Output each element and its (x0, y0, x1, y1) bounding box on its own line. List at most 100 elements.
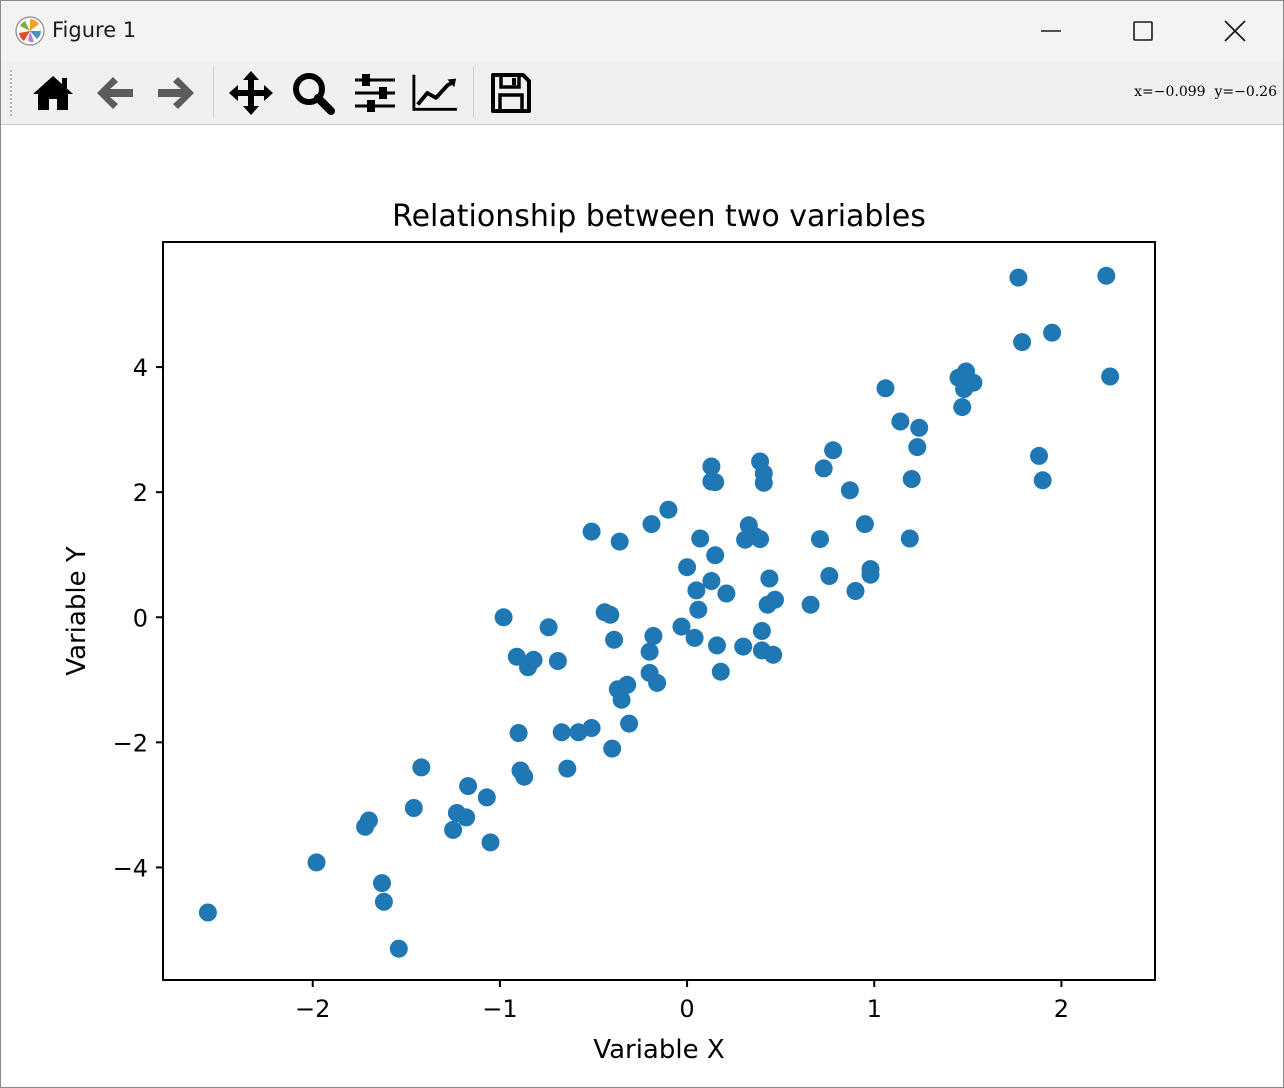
scatter-point (374, 892, 393, 911)
scatter-point (891, 412, 910, 431)
scatter-point (605, 630, 624, 649)
scatter-point (1101, 367, 1120, 386)
save-button[interactable] (487, 69, 535, 117)
scatter-point (689, 600, 708, 619)
toolbar-grip (9, 69, 13, 117)
scatter-point (539, 618, 558, 637)
scatter-point (902, 470, 921, 488)
scatter-point (524, 650, 543, 669)
scatter-point (642, 515, 661, 534)
scatter-point (717, 584, 736, 603)
maximize-button[interactable] (1097, 1, 1189, 61)
pan-button[interactable] (227, 69, 275, 117)
scatter-point (610, 532, 629, 551)
scatter-point (515, 767, 534, 786)
scatter-point (861, 565, 880, 584)
scatter-point (1013, 333, 1032, 352)
scatter-point (552, 723, 571, 742)
minimize-button[interactable] (1005, 1, 1097, 61)
x-axis-ticks: −2 −1 0 1 2 (295, 980, 1069, 1023)
scatter-point (766, 590, 784, 609)
scatter-point (507, 647, 526, 666)
scatter-point (412, 758, 431, 777)
scatter-point (900, 529, 919, 548)
scatter-point (711, 662, 730, 681)
scatter-point (582, 522, 601, 541)
scatter-point (814, 459, 833, 478)
maximize-icon (1133, 21, 1153, 41)
scatter-point (953, 398, 972, 417)
scatter-point (509, 724, 528, 742)
scatter-point (477, 788, 496, 807)
scatter-point (801, 595, 820, 614)
y-axis-label: Variable Y (62, 546, 92, 676)
scatter-point (620, 714, 639, 733)
subplots-button[interactable] (351, 69, 399, 117)
scatter-point (481, 833, 500, 852)
window-title: Figure 1 (52, 18, 137, 42)
scatter-point (558, 759, 577, 778)
x-tick-label: 2 (1054, 995, 1069, 1023)
scatter-point (307, 853, 326, 872)
scatter-point (1030, 446, 1048, 465)
back-button[interactable] (91, 69, 139, 117)
scatter-point (706, 546, 725, 565)
home-icon (33, 76, 73, 110)
scatter-point (824, 441, 843, 460)
scatter-point (752, 622, 771, 640)
forward-arrow-icon (158, 77, 194, 109)
edit-curves-button[interactable] (411, 69, 459, 117)
save-icon (491, 73, 531, 113)
scatter-point (685, 628, 704, 647)
x-tick-label: −1 (482, 995, 517, 1023)
scatter-point (659, 500, 678, 519)
scatter-point (1097, 266, 1116, 285)
x-axis-label: Variable X (593, 1035, 724, 1065)
scatter-point (1033, 471, 1052, 490)
subplots-icon (355, 74, 395, 112)
forward-button[interactable] (152, 69, 200, 117)
toolbar-separator (473, 67, 474, 117)
scatter-point (640, 642, 659, 661)
scatter-point (764, 645, 783, 664)
y-tick-label: −4 (113, 854, 148, 882)
y-tick-label: 0 (133, 604, 148, 632)
scatter-point (359, 811, 378, 830)
close-button[interactable] (1189, 1, 1281, 61)
x-tick-label: 0 (679, 995, 694, 1023)
x-tick-label: −2 (295, 995, 330, 1023)
scatter-point (908, 438, 927, 457)
zoom-button[interactable] (289, 69, 337, 117)
scatter-point (678, 558, 697, 577)
title-bar: Figure 1 (1, 1, 1283, 61)
scatter-point (618, 675, 637, 694)
scatter-chart: Relationship between two variables −2 −1 0… (62, 199, 1156, 1065)
scatter-point (840, 481, 859, 500)
home-button[interactable] (29, 69, 77, 117)
pan-icon (229, 71, 273, 115)
matplotlib-app-icon (15, 16, 45, 46)
scatter-point (691, 529, 710, 548)
scatter-point (672, 617, 691, 636)
scatter-point (964, 373, 983, 392)
scatter-point (582, 719, 601, 737)
scatter-point (1009, 268, 1028, 287)
scatter-point (198, 903, 217, 922)
scatter-point (751, 530, 770, 549)
close-icon (1224, 20, 1246, 42)
scatter-point (876, 379, 895, 398)
y-tick-label: −2 (113, 729, 148, 757)
scatter-point (754, 464, 773, 483)
y-axis-ticks: −4 −2 0 2 4 (113, 354, 163, 882)
scatter-point (459, 777, 478, 796)
scatter-point (702, 572, 721, 590)
x-tick-label: 1 (867, 995, 882, 1023)
figure-canvas[interactable]: Relationship between two variables −2 −1 0… (1, 125, 1283, 1087)
scatter-point (548, 652, 567, 670)
toolbar-separator (213, 67, 214, 117)
axes-frame (162, 241, 1156, 981)
scatter-point (702, 457, 721, 476)
scatter-point (603, 739, 622, 758)
scatter-point (910, 418, 929, 437)
